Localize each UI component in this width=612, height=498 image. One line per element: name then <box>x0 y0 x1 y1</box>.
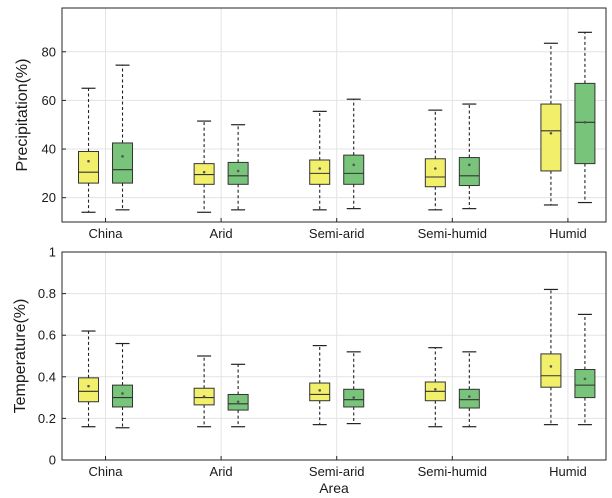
x-tick-label: China <box>89 226 124 241</box>
box-semi-humid-series-2 <box>458 103 480 210</box>
box-humid-series-2 <box>574 31 596 204</box>
y-tick-label: 0.4 <box>38 369 56 384</box>
mean-marker <box>87 159 90 163</box>
mean-marker <box>318 389 322 392</box>
mean-marker <box>583 377 587 381</box>
mean-marker <box>318 167 322 170</box>
mean-marker <box>121 155 124 158</box>
mean-marker <box>121 392 124 395</box>
mean-marker <box>468 163 471 167</box>
x-tick-label: Semi-arid <box>309 226 365 241</box>
mean-marker <box>352 163 356 167</box>
y-axis-label: Precipitation(%) <box>14 59 31 172</box>
y-tick-label: 0.2 <box>38 411 56 426</box>
mean-marker <box>87 384 90 388</box>
box-semi-humid-series-1 <box>424 109 446 211</box>
box-body <box>309 382 331 402</box>
mean-marker <box>468 395 471 398</box>
plot-frame <box>61 7 607 223</box>
mean-marker <box>236 169 240 173</box>
x-tick-label: China <box>89 464 124 479</box>
box-body <box>309 159 331 185</box>
mean-marker <box>202 170 206 174</box>
x-tick-label: Arid <box>210 226 233 241</box>
mean-marker <box>434 387 437 391</box>
y-tick-label: 20 <box>42 190 56 205</box>
box-humid-series-1 <box>540 288 562 426</box>
panel-1: 20 40 60 80 China Arid Semi-arid Semi-humid Humi… <box>14 7 607 241</box>
box-arid-series-1 <box>193 120 215 213</box>
y-axis-label: Temperature(%) <box>12 299 29 414</box>
y-tick-label: 40 <box>42 142 56 157</box>
box-body <box>540 103 562 172</box>
box-china-series-1 <box>78 87 100 213</box>
box-semi-arid-series-2 <box>343 351 365 425</box>
mean-marker <box>434 167 437 170</box>
x-tick-label: Humid <box>549 464 587 479</box>
box-body <box>227 161 249 185</box>
mean-marker <box>352 396 356 399</box>
x-tick-label: Semi-humid <box>418 226 487 241</box>
mean-marker <box>202 395 206 398</box>
mean-marker <box>236 400 240 404</box>
y-tick-label: 0.6 <box>38 328 56 343</box>
mean-marker <box>549 131 553 135</box>
box-semi-arid-series-1 <box>309 110 331 211</box>
box-arid-series-2 <box>227 124 249 211</box>
box-body <box>424 158 446 188</box>
x-tick-label: Arid <box>210 464 233 479</box>
mean-marker <box>549 365 553 368</box>
box-semi-humid-series-1 <box>424 347 446 428</box>
box-body <box>78 150 100 184</box>
y-tick-label: 1 <box>49 245 56 260</box>
x-tick-label: Semi-humid <box>418 464 487 479</box>
box-body <box>78 377 100 403</box>
box-arid-series-2 <box>227 363 249 428</box>
panel-2: 0 0.2 0.4 0.6 0.8 1 China Arid Semi-arid Semi-hum… <box>12 245 607 496</box>
box-arid-series-1 <box>193 355 215 428</box>
box-body <box>112 384 134 408</box>
y-tick-label: 0 <box>49 453 56 468</box>
mean-marker <box>583 120 587 124</box>
box-china-series-2 <box>112 342 134 429</box>
box-body <box>458 388 480 409</box>
box-china-series-2 <box>112 64 134 211</box>
x-tick-label: Humid <box>549 226 587 241</box>
box-body <box>540 353 562 388</box>
box-china-series-1 <box>78 330 100 428</box>
y-tick-label: 60 <box>42 93 56 108</box>
box-body <box>458 157 480 187</box>
box-body <box>343 154 365 185</box>
box-humid-series-2 <box>574 313 596 426</box>
box-body <box>112 142 134 184</box>
y-tick-label: 80 <box>42 44 56 59</box>
box-humid-series-1 <box>540 42 562 206</box>
box-semi-arid-series-2 <box>343 98 365 210</box>
box-semi-arid-series-1 <box>309 345 331 426</box>
box-body <box>574 369 596 399</box>
plot-frame <box>61 251 607 461</box>
y-tick-label: 0.8 <box>38 286 56 301</box>
x-tick-label: Semi-arid <box>309 464 365 479</box>
box-semi-humid-series-2 <box>458 351 480 428</box>
x-axis-label: Area <box>319 480 349 496</box>
box-body <box>193 163 215 185</box>
